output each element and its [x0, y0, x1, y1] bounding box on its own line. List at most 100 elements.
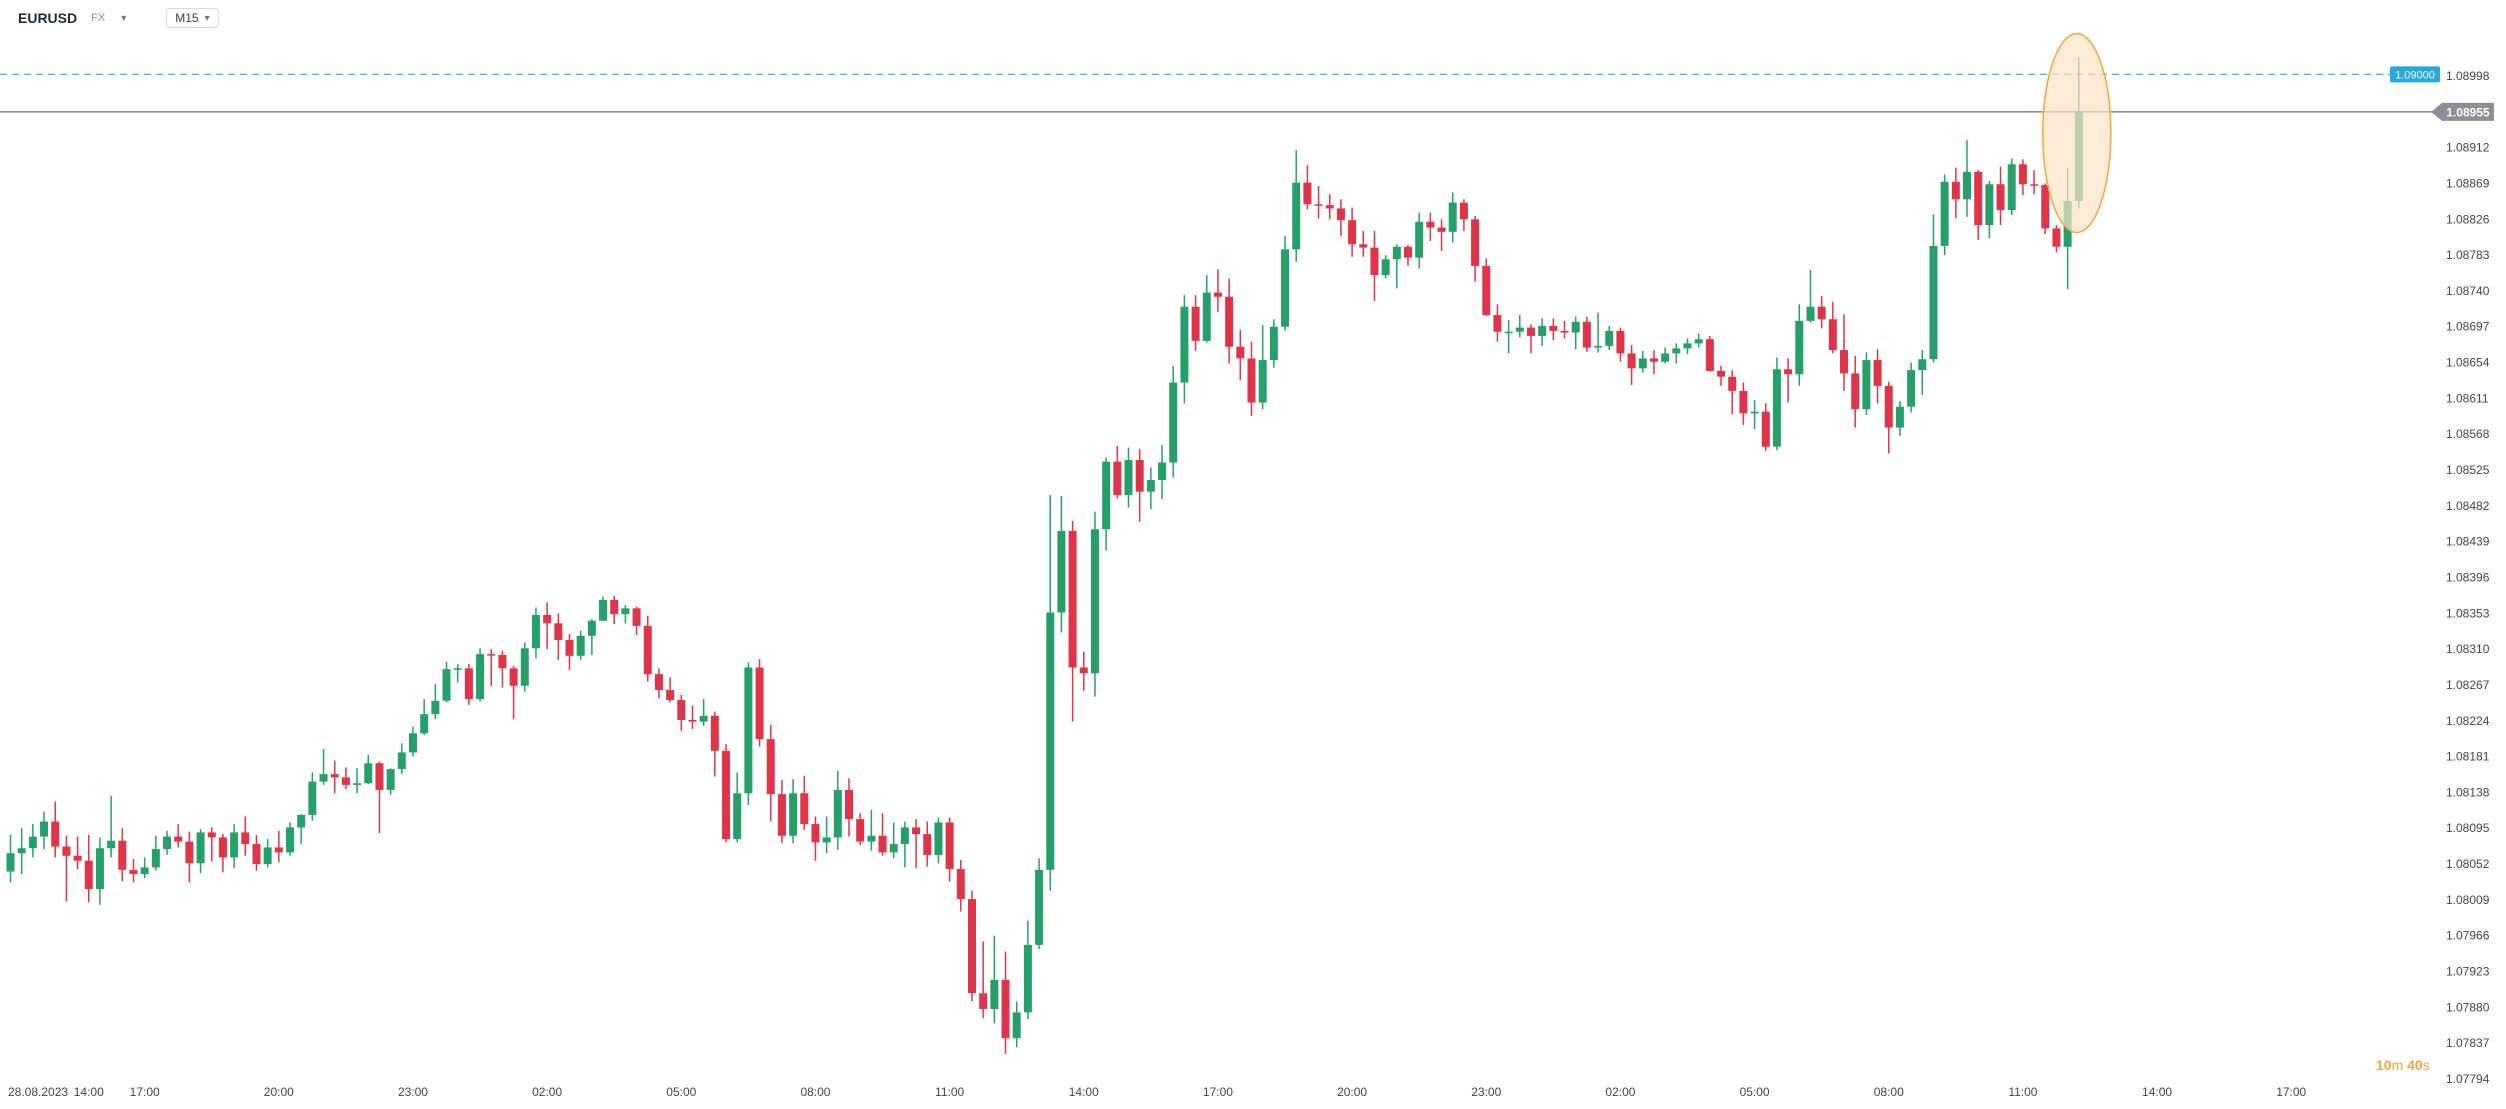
candle[interactable] — [1985, 180, 1994, 239]
candle[interactable] — [1225, 278, 1234, 364]
candle[interactable] — [1247, 341, 1256, 416]
candle[interactable] — [1717, 365, 1726, 386]
candle[interactable] — [1649, 350, 1658, 375]
candle[interactable] — [811, 816, 820, 861]
candle[interactable] — [1381, 255, 1390, 279]
candle[interactable] — [1694, 333, 1703, 348]
candle[interactable] — [163, 830, 172, 855]
candle[interactable] — [1515, 315, 1524, 338]
timeframe-selector[interactable]: M15 ▾ — [166, 8, 219, 28]
candle[interactable] — [1068, 520, 1077, 722]
candle[interactable] — [73, 836, 82, 870]
candle[interactable] — [1001, 951, 1010, 1055]
candle[interactable] — [1292, 150, 1301, 262]
candle[interactable] — [151, 835, 160, 871]
candle[interactable] — [28, 824, 37, 858]
candle[interactable] — [107, 795, 116, 858]
candle[interactable] — [1135, 449, 1144, 522]
candle[interactable] — [1124, 447, 1133, 508]
candle[interactable] — [822, 816, 831, 854]
candle[interactable] — [1817, 295, 1826, 329]
candle[interactable] — [174, 824, 183, 848]
candle[interactable] — [1090, 511, 1099, 697]
candle[interactable] — [1627, 345, 1636, 386]
candle[interactable] — [1057, 495, 1066, 633]
candle[interactable] — [1079, 651, 1088, 691]
candle[interactable] — [722, 744, 731, 843]
candle[interactable] — [1806, 270, 1815, 323]
candle[interactable] — [118, 828, 127, 882]
candle[interactable] — [934, 817, 943, 864]
candle[interactable] — [733, 772, 742, 843]
candle[interactable] — [1672, 343, 1681, 364]
candle[interactable] — [1269, 319, 1278, 368]
candle[interactable] — [2018, 159, 2027, 196]
candle[interactable] — [1940, 174, 1949, 256]
candle[interactable] — [230, 824, 239, 869]
candle[interactable] — [196, 829, 205, 874]
candle[interactable] — [442, 661, 451, 703]
candle[interactable] — [1325, 194, 1334, 220]
candle[interactable] — [889, 822, 898, 859]
candle[interactable] — [599, 596, 608, 621]
candle[interactable] — [1996, 166, 2005, 226]
candle[interactable] — [1213, 269, 1222, 312]
candle[interactable] — [1023, 920, 1032, 1020]
candle[interactable] — [6, 834, 15, 883]
candle[interactable] — [62, 835, 71, 902]
candle[interactable] — [1582, 316, 1591, 352]
candle[interactable] — [1605, 325, 1614, 351]
symbol-dropdown-chevron-down-icon[interactable]: ▾ — [121, 12, 127, 24]
candle[interactable] — [878, 813, 887, 856]
candle[interactable] — [1236, 330, 1245, 381]
candle[interactable] — [341, 767, 350, 790]
candle[interactable] — [1404, 245, 1412, 266]
candle[interactable] — [263, 839, 272, 868]
candle[interactable] — [1895, 400, 1904, 436]
candle[interactable] — [2041, 183, 2050, 235]
candle[interactable] — [1113, 445, 1122, 499]
candle[interactable] — [95, 837, 104, 905]
candle[interactable] — [543, 602, 552, 650]
candle[interactable] — [397, 743, 406, 775]
candle[interactable] — [565, 634, 574, 670]
candle[interactable] — [1336, 199, 1345, 236]
candle[interactable] — [207, 827, 216, 862]
candle[interactable] — [945, 817, 954, 882]
candle[interactable] — [1918, 350, 1927, 396]
candle[interactable] — [1348, 207, 1357, 257]
candle[interactable] — [1448, 192, 1457, 243]
candle[interactable] — [1012, 1001, 1021, 1048]
candle[interactable] — [1035, 858, 1044, 950]
candle[interactable] — [1314, 185, 1323, 219]
candle[interactable] — [845, 778, 853, 837]
candle[interactable] — [386, 768, 395, 795]
candle[interactable] — [408, 726, 417, 757]
candle[interactable] — [990, 935, 999, 1024]
candle[interactable] — [1884, 381, 1893, 454]
candle[interactable] — [308, 772, 317, 821]
candle[interactable] — [1482, 258, 1491, 316]
candle[interactable] — [1303, 165, 1312, 210]
candle[interactable] — [476, 648, 485, 702]
candle[interactable] — [666, 677, 675, 703]
candle[interactable] — [1281, 235, 1290, 331]
candle[interactable] — [330, 760, 339, 794]
candle[interactable] — [1594, 312, 1603, 353]
candle[interactable] — [2007, 158, 2016, 216]
candle[interactable] — [654, 668, 663, 699]
candle[interactable] — [900, 821, 909, 868]
candle[interactable] — [1169, 365, 1178, 478]
candle[interactable] — [286, 822, 294, 856]
candle[interactable] — [17, 828, 26, 875]
candle[interactable] — [1504, 320, 1513, 354]
candle[interactable] — [509, 665, 518, 720]
candle[interactable] — [431, 684, 440, 720]
candle[interactable] — [453, 664, 462, 683]
candle[interactable] — [1571, 316, 1580, 350]
candle[interactable] — [800, 775, 809, 830]
candle[interactable] — [1560, 320, 1569, 339]
candle[interactable] — [1963, 140, 1971, 217]
candle[interactable] — [252, 834, 261, 871]
